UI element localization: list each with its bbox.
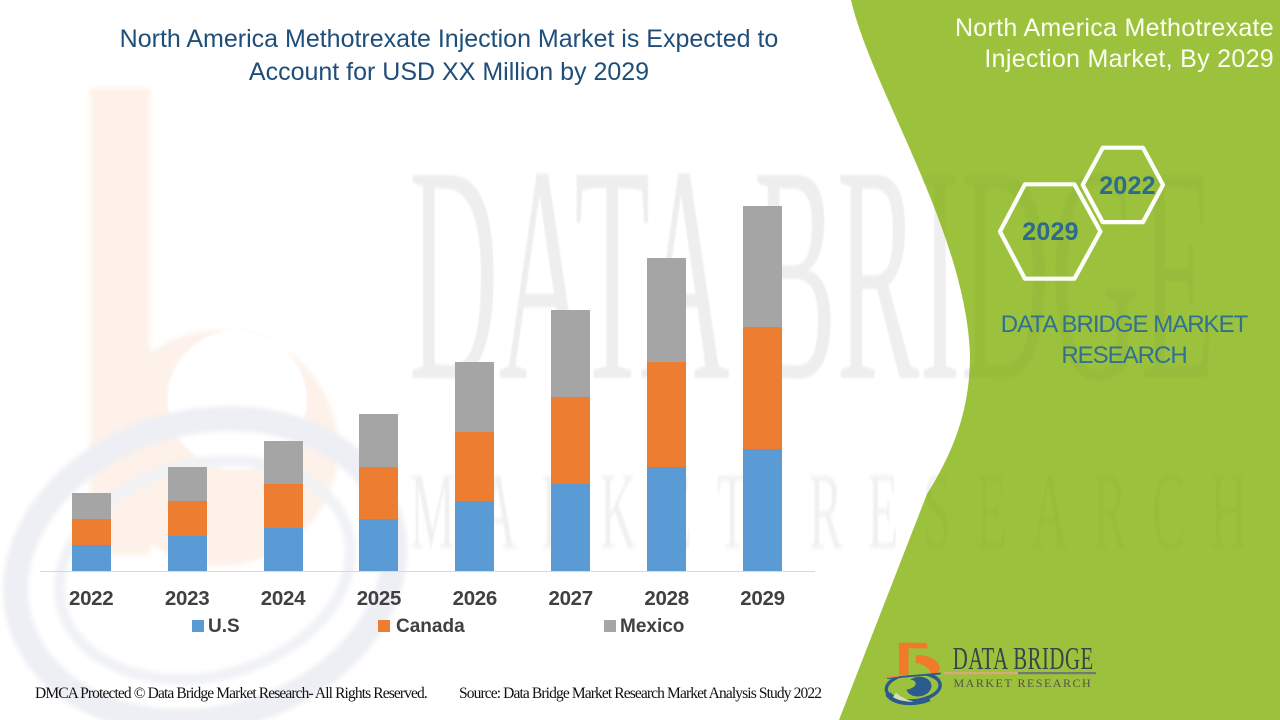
svg-text:MARKET RESEARCH: MARKET RESEARCH	[410, 450, 1271, 572]
svg-text:MARKET RESEARCH: MARKET RESEARCH	[954, 676, 1093, 690]
svg-text:DATA BRIDGE: DATA BRIDGE	[953, 641, 1094, 677]
svg-text:DATA BRIDGE: DATA BRIDGE	[409, 104, 1215, 447]
